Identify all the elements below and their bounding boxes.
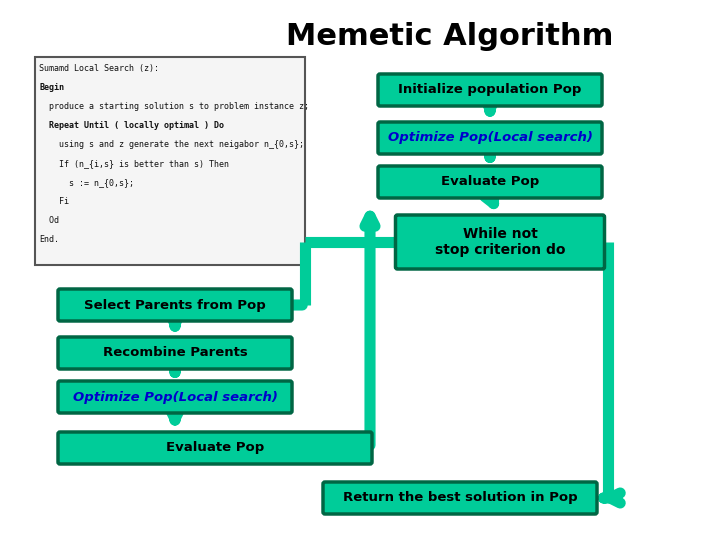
Text: Od: Od bbox=[39, 216, 59, 225]
FancyBboxPatch shape bbox=[58, 381, 292, 413]
Text: While not
stop criterion do: While not stop criterion do bbox=[435, 227, 565, 257]
Text: Initialize population Pop: Initialize population Pop bbox=[398, 84, 582, 97]
FancyBboxPatch shape bbox=[323, 482, 597, 514]
FancyBboxPatch shape bbox=[58, 432, 372, 464]
Text: produce a starting solution s to problem instance z;: produce a starting solution s to problem… bbox=[39, 102, 309, 111]
Text: Sumamd Local Search (z):: Sumamd Local Search (z): bbox=[39, 64, 159, 73]
FancyBboxPatch shape bbox=[35, 57, 305, 265]
FancyBboxPatch shape bbox=[58, 337, 292, 369]
FancyBboxPatch shape bbox=[378, 74, 602, 106]
Text: Evaluate Pop: Evaluate Pop bbox=[441, 176, 539, 188]
Text: Fi: Fi bbox=[39, 197, 69, 206]
Text: End.: End. bbox=[39, 235, 59, 244]
Text: Recombine Parents: Recombine Parents bbox=[103, 347, 248, 360]
Text: Return the best solution in Pop: Return the best solution in Pop bbox=[343, 491, 577, 504]
Text: Repeat Until ( locally optimal ) Do: Repeat Until ( locally optimal ) Do bbox=[39, 121, 224, 130]
Text: Memetic Algorithm: Memetic Algorithm bbox=[287, 22, 613, 51]
FancyBboxPatch shape bbox=[378, 122, 602, 154]
Text: Select Parents from Pop: Select Parents from Pop bbox=[84, 299, 266, 312]
Text: s := n_{0,s};: s := n_{0,s}; bbox=[39, 178, 134, 187]
Text: Begin: Begin bbox=[39, 83, 64, 92]
Text: If (n_{i,s} is better than s) Then: If (n_{i,s} is better than s) Then bbox=[39, 159, 229, 168]
FancyBboxPatch shape bbox=[395, 215, 605, 269]
Text: Optimize Pop(Local search): Optimize Pop(Local search) bbox=[387, 132, 593, 145]
FancyBboxPatch shape bbox=[378, 166, 602, 198]
Text: using s and z generate the next neigabor n_{0,s};: using s and z generate the next neigabor… bbox=[39, 140, 304, 149]
Text: Evaluate Pop: Evaluate Pop bbox=[166, 442, 264, 455]
FancyBboxPatch shape bbox=[58, 289, 292, 321]
Text: Optimize Pop(Local search): Optimize Pop(Local search) bbox=[73, 390, 277, 403]
